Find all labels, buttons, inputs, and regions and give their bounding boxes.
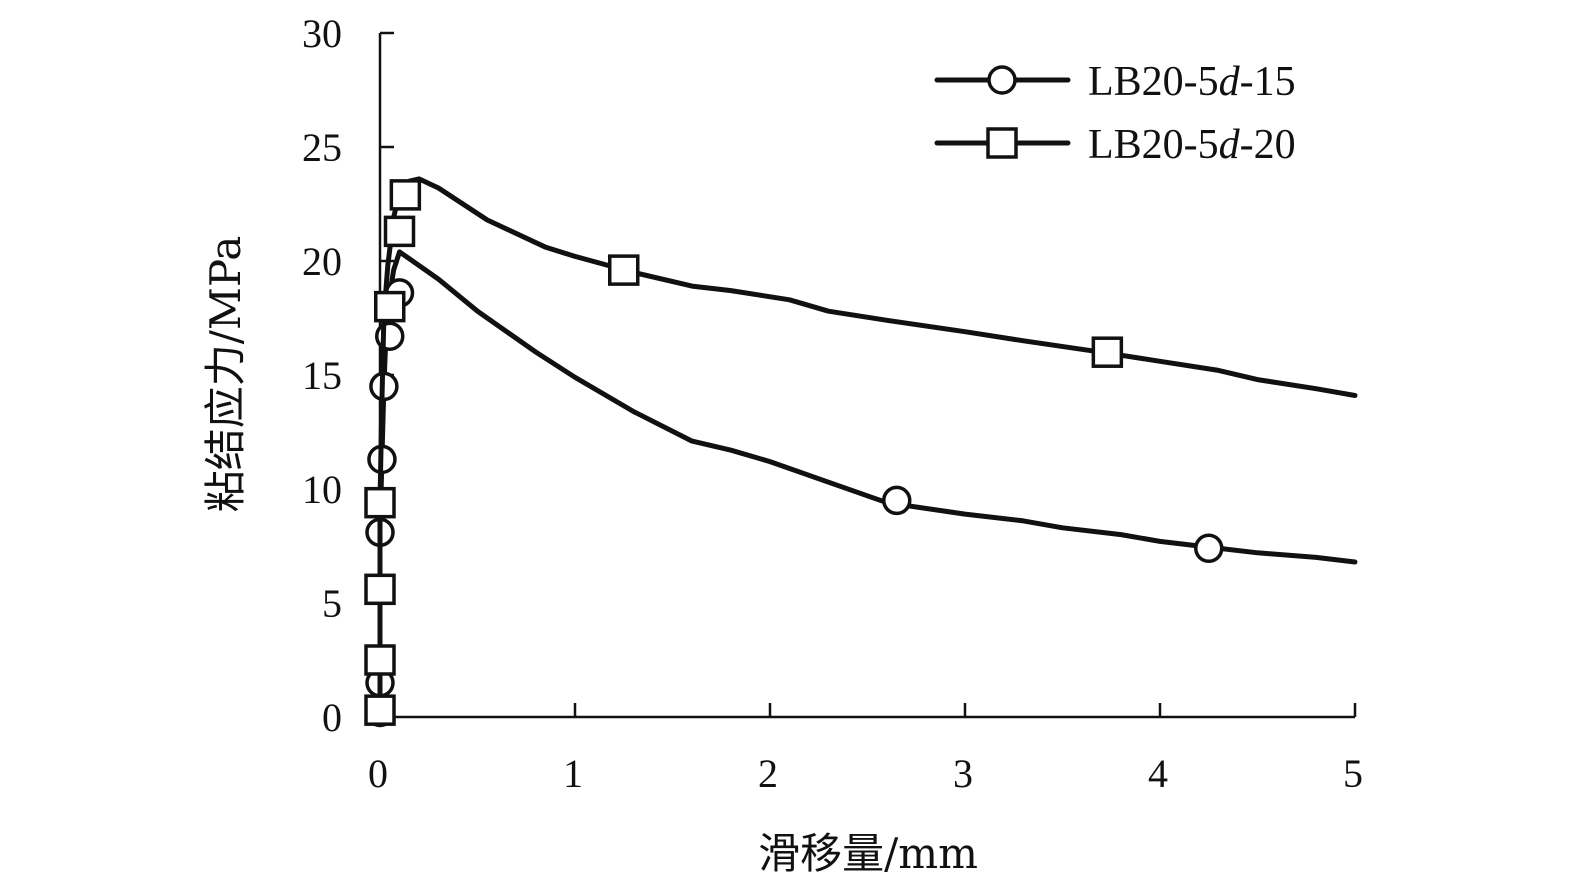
y-tick-label: 15 [302,353,342,398]
y-tick-label: 5 [322,581,342,626]
x-tick-label: 0 [368,751,388,796]
y-axis-title: 粘结应力/MPa [201,236,250,513]
data-point-marker [366,646,394,674]
x-tick-label: 4 [1148,751,1168,796]
series-line [380,252,1355,717]
y-tick-label: 30 [302,11,342,56]
data-point-marker [377,323,403,349]
data-point-marker [391,181,419,209]
data-point-marker [884,487,910,513]
y-tick-label: 25 [302,125,342,170]
data-point-marker [366,575,394,603]
y-tick-label: 20 [302,239,342,284]
series-layer [366,179,1355,726]
data-point-marker [376,293,404,321]
x-tick-label: 3 [953,751,973,796]
x-axis-title: 滑移量/mm [758,829,978,878]
data-point-marker [1093,338,1121,366]
data-point-marker [366,696,394,724]
x-tick-label: 2 [758,751,778,796]
legend-marker [989,67,1015,93]
legend: LB20-5d-15 LB20-5d-20 [937,59,1296,168]
data-point-marker [1196,535,1222,561]
legend-marker [988,129,1016,157]
y-tick-label: 10 [302,467,342,512]
legend-item-2: LB20-5d-20 [937,122,1296,168]
series-2 [366,179,1355,724]
series-1 [367,252,1355,726]
x-tick-label: 1 [563,751,583,796]
x-tick-label: 5 [1343,751,1363,796]
data-point-marker [366,489,394,517]
legend-label: LB20-5d-15 [1088,59,1296,105]
data-point-marker [610,256,638,284]
data-point-marker [386,217,414,245]
legend-item-1: LB20-5d-15 [937,59,1296,105]
series-line [380,179,1355,717]
legend-label: LB20-5d-20 [1088,122,1296,168]
y-tick-label: 0 [322,695,342,740]
